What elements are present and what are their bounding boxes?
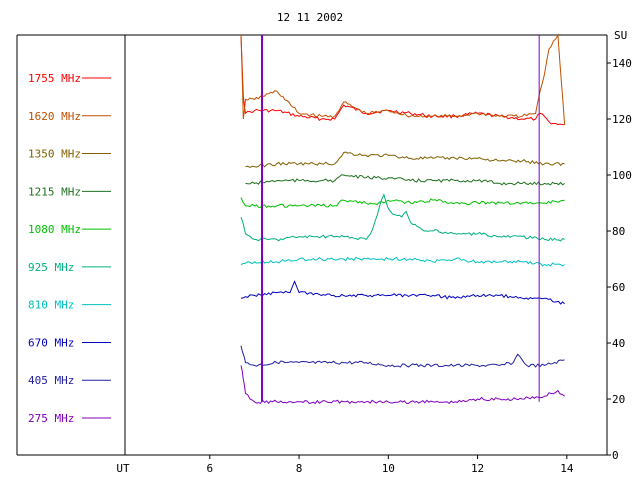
y-unit-label: SU	[614, 29, 627, 42]
legend-label: 1080 MHz	[28, 223, 81, 236]
y-tick-group: 0 20 40 60 80 100 120 140	[607, 57, 632, 462]
y-tick-label: 60	[612, 281, 625, 294]
legend-label: 405 MHz	[28, 374, 74, 387]
legend-label: 670 MHz	[28, 336, 74, 349]
series-line	[245, 174, 565, 186]
series-line	[240, 256, 565, 267]
x-tick-label: 14	[560, 462, 574, 475]
series-line	[240, 365, 565, 405]
x-tick-group: 6 8 10 12 14	[206, 455, 574, 475]
legend-label: 810 MHz	[28, 299, 74, 312]
y-tick-label: 140	[612, 57, 632, 70]
legend-label: 1755 MHz	[28, 72, 81, 85]
y-tick-label: 120	[612, 113, 632, 126]
legend-label: 1620 MHz	[28, 110, 81, 123]
y-tick-label: 20	[612, 393, 625, 406]
legend-label: 925 MHz	[28, 261, 74, 274]
y-tick-label: 80	[612, 225, 625, 238]
series-line	[240, 33, 566, 125]
plot-frame	[16, 34, 608, 456]
series-line	[240, 193, 565, 242]
legend-label: 1350 MHz	[28, 148, 81, 161]
series-line	[240, 197, 565, 209]
y-tick-label: 100	[612, 169, 632, 182]
y-tick-label: 0	[612, 449, 619, 462]
series-line	[240, 280, 565, 305]
series-line	[240, 34, 565, 126]
series-group	[240, 33, 566, 405]
series-line	[240, 345, 565, 368]
chart-title: 12 11 2002	[277, 11, 343, 24]
legend: 1755 MHz 1620 MHz 1350 MHz 1215 MHz 1080 MHz…	[28, 72, 111, 425]
x-tick-label: 12	[471, 462, 484, 475]
y-tick-label: 40	[612, 337, 625, 350]
legend-label: 1215 MHz	[28, 185, 81, 198]
x-axis-label: UT	[116, 462, 130, 475]
x-tick-label: 8	[296, 462, 303, 475]
x-tick-label: 10	[382, 462, 395, 475]
legend-label: 275 MHz	[28, 412, 74, 425]
marker-group	[261, 35, 540, 402]
x-tick-label: 6	[206, 462, 213, 475]
series-line	[245, 151, 565, 168]
